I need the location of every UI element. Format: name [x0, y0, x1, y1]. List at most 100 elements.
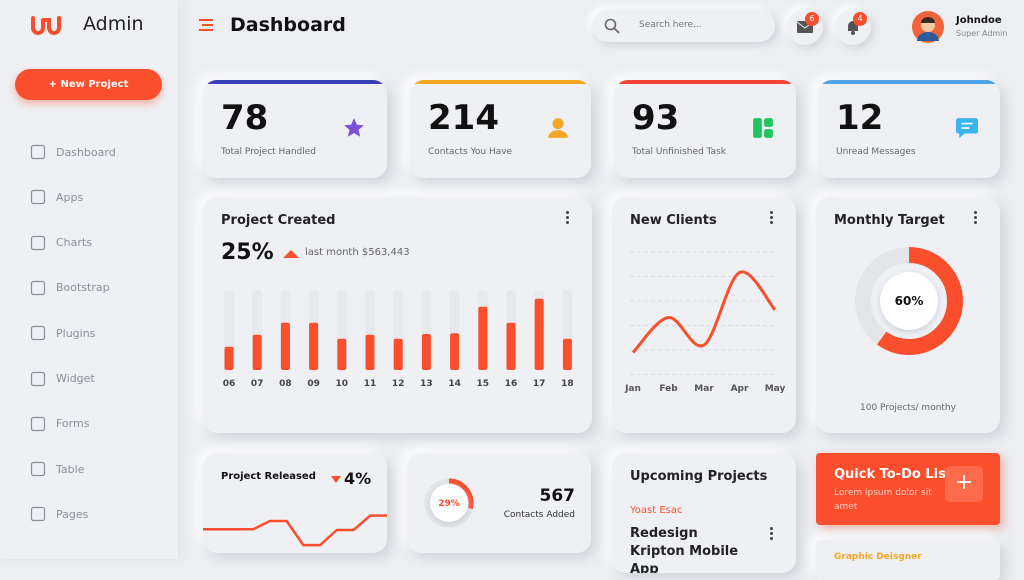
- stat-accent: [414, 80, 587, 84]
- label: Contacts Added: [503, 510, 575, 520]
- bar: [224, 346, 234, 370]
- menu-label: Bootstrap: [56, 281, 110, 295]
- donut-center: [880, 272, 938, 330]
- percent: 4%: [344, 469, 372, 488]
- x-tick-label: 07: [251, 379, 264, 389]
- todo-text: Lorem ipsum dolor sit amet: [834, 488, 932, 512]
- x-tick-label: 12: [392, 379, 405, 389]
- x-tick-label: 09: [307, 379, 320, 389]
- x-tick-label: Apr: [731, 384, 749, 394]
- stat-value: 93: [632, 98, 680, 138]
- menu-label: Pages: [56, 507, 89, 521]
- bar: [562, 338, 572, 370]
- stat-icon: [344, 118, 364, 137]
- menu-item[interactable]: Pages: [30, 506, 88, 522]
- bell-button[interactable]: 4: [835, 9, 871, 45]
- bar: [506, 322, 516, 370]
- menu-item[interactable]: Apps: [30, 189, 83, 205]
- search-box[interactable]: Search here...: [592, 10, 775, 42]
- new-project-button[interactable]: + New Project: [15, 69, 162, 100]
- x-tick-label: 14: [448, 379, 461, 389]
- more-button[interactable]: [770, 527, 774, 542]
- bar: [393, 338, 403, 370]
- menu-icon: [30, 461, 46, 477]
- menu-icon: [30, 144, 46, 160]
- menu-item[interactable]: Charts: [30, 235, 92, 251]
- donut-arc: [855, 247, 963, 355]
- menu-item[interactable]: Plugins: [30, 325, 95, 341]
- mail-button[interactable]: 6: [787, 9, 823, 45]
- search-icon: [604, 18, 620, 34]
- contacts-donut: 29%: [424, 478, 474, 528]
- contacts-added-card: 29% 567 Contacts Added: [407, 453, 591, 553]
- menu-icon: [30, 507, 46, 522]
- bar-chart: 06 07 08 09 10 11 12 13 14 15 16 17 18: [223, 290, 574, 389]
- add-todo-button[interactable]: +: [945, 466, 983, 502]
- monthly-target-card: Monthly Target 60% 100 Projects/ monthy: [816, 197, 1000, 433]
- stat-icon: [548, 118, 568, 138]
- todo-item-title: Graphic Deisgner: [834, 552, 922, 562]
- upcoming-card: Upcoming Projects Yoast Esac Redesign Kr…: [612, 453, 796, 573]
- project-released-card: Project Released 4%: [203, 453, 387, 553]
- todo-card: Quick To-Do List Lorem ipsum dolor sit a…: [816, 453, 1000, 525]
- bar: [280, 322, 290, 370]
- card-title: Monthly Target: [834, 213, 945, 228]
- menu-item[interactable]: Dashboard: [30, 144, 116, 160]
- menu-label: Apps: [56, 190, 84, 204]
- note: last month $563,443: [305, 247, 410, 258]
- project-created-card: Project Created 25% last month $563,443 …: [203, 197, 592, 433]
- x-tick-label: 08: [279, 379, 292, 389]
- stat-card: 12 Unread Messages: [818, 80, 1000, 178]
- stat-card: 214 Contacts You Have: [410, 80, 591, 178]
- more-button[interactable]: [770, 211, 774, 226]
- bar: [337, 338, 347, 370]
- x-tick-label: Mar: [694, 384, 714, 394]
- sparkline-line: [203, 514, 387, 547]
- more-button[interactable]: [974, 211, 978, 226]
- menu-label: Widget: [56, 372, 95, 385]
- menu-icon: [30, 190, 46, 205]
- line: [631, 270, 777, 354]
- menu-label: Forms: [56, 417, 90, 431]
- menu-icon: [30, 280, 46, 295]
- line-chart: Jan Feb Mar Apr May: [624, 251, 786, 394]
- sparkline: [203, 514, 387, 547]
- more-button[interactable]: [566, 211, 570, 226]
- bar: [309, 322, 319, 370]
- x-tick-label: 06: [223, 379, 236, 389]
- todo-title: Quick To-Do List: [834, 467, 953, 482]
- x-tick-label: 15: [477, 379, 490, 389]
- donut-arc: [424, 478, 474, 528]
- menu-toggle[interactable]: [197, 17, 215, 33]
- menu-item[interactable]: Widget: [30, 371, 95, 387]
- x-tick-label: May: [765, 384, 786, 394]
- stat-label: Unread Messages: [836, 147, 916, 157]
- search-placeholder: Search here...: [639, 20, 702, 30]
- menu-label: Plugins: [56, 326, 96, 340]
- avatar[interactable]: [912, 11, 944, 43]
- menu-item[interactable]: Forms: [30, 416, 89, 432]
- menu-item[interactable]: Bootstrap: [30, 280, 110, 296]
- menu-item[interactable]: Table: [30, 461, 84, 477]
- brand: Admin: [83, 13, 144, 35]
- bell-badge: 4: [853, 12, 867, 26]
- donut-label: 60%: [895, 294, 924, 308]
- percent: 25%: [221, 240, 274, 265]
- stat-icon: [956, 118, 978, 138]
- stat-icon: [753, 118, 773, 138]
- count: 567: [539, 486, 576, 506]
- x-tick-label: 17: [533, 379, 546, 389]
- user-name: Johndoe: [956, 15, 1002, 26]
- footer: 100 Projects/ monthy: [860, 403, 956, 413]
- bar: [421, 334, 431, 370]
- menu-label: Charts: [56, 236, 92, 250]
- logo-icon: [31, 16, 61, 35]
- client: Yoast Esac: [630, 505, 683, 516]
- menu-label: Table: [56, 462, 85, 476]
- mail-badge: 6: [805, 12, 819, 26]
- x-tick-label: 11: [364, 379, 377, 389]
- x-tick-label: Jan: [624, 384, 641, 394]
- bar: [478, 306, 488, 370]
- page-title: Dashboard: [230, 14, 346, 36]
- user-role: Super Admin: [956, 29, 1008, 38]
